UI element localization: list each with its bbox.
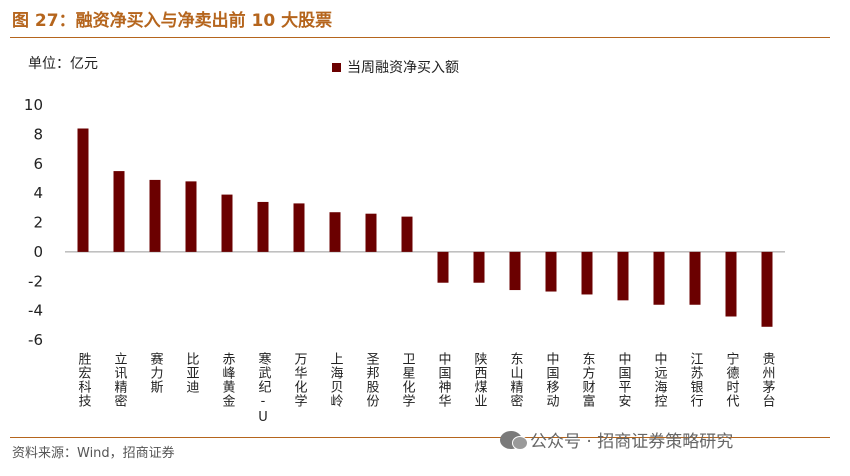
footer-rule — [10, 437, 830, 438]
y-tick-label: -6 — [28, 331, 43, 349]
bar — [185, 181, 197, 252]
bar — [77, 128, 89, 252]
unit-label: 单位：亿元 — [28, 56, 98, 72]
y-tick-label: 2 — [33, 214, 43, 232]
figure-title: 图 27：融资净买入与净卖出前 10 大股票 — [12, 11, 333, 31]
bar — [113, 171, 125, 252]
x-tick-label: 立讯精密 — [112, 352, 128, 408]
bar — [761, 251, 773, 327]
bar — [473, 251, 485, 283]
title-rule — [10, 37, 830, 38]
x-tick-label: 万华化学 — [292, 352, 308, 408]
y-tick-label: 4 — [33, 184, 43, 202]
bar — [689, 251, 701, 305]
y-tick-label: 6 — [33, 155, 43, 173]
y-tick-label: 10 — [24, 96, 43, 114]
x-tick-label: 比亚迪 — [184, 352, 200, 394]
source-note: 资料来源：Wind，招商证券 — [12, 446, 175, 461]
x-tick-label: 陕西煤业 — [472, 352, 488, 408]
bar — [653, 251, 665, 305]
x-tick-label: 寒武纪-U — [256, 351, 272, 426]
chart-legend: 当周融资净买入额 — [332, 57, 459, 77]
bar — [581, 251, 593, 295]
x-tick-label: 上海贝岭 — [328, 352, 344, 408]
bar — [401, 216, 413, 252]
x-tick-label: 东山精密 — [508, 352, 524, 408]
x-tick-label: 中远海控 — [652, 352, 668, 408]
y-tick-label: 0 — [33, 243, 43, 261]
bar — [257, 201, 269, 252]
y-tick-label: -2 — [28, 272, 43, 290]
legend-label: 当周融资净买入额 — [347, 60, 459, 76]
bar — [617, 251, 629, 301]
x-tick-label: 赛力斯 — [148, 351, 164, 394]
x-tick-label: 中国移动 — [544, 352, 560, 408]
x-tick-label: 中国神华 — [436, 352, 452, 408]
x-tick-label: 江苏银行 — [688, 352, 704, 408]
x-tick-label: 胜宏科技 — [76, 352, 92, 408]
x-tick-label: 宁德时代 — [724, 351, 740, 408]
x-tick-label: 贵州茅台 — [760, 352, 776, 408]
x-tick-label: 东方财富 — [580, 352, 596, 408]
bar — [293, 203, 305, 252]
watermark: 公众号 · 招商证券策略研究 — [500, 427, 733, 452]
legend-swatch — [332, 62, 341, 72]
bar — [149, 179, 161, 252]
wechat-icon — [500, 430, 528, 450]
bar — [545, 251, 557, 292]
x-tick-label: 中国平安 — [616, 352, 632, 408]
x-tick-label: 赤峰黄金 — [220, 352, 236, 408]
x-tick-label: 圣邦股份 — [364, 352, 380, 408]
bar — [437, 251, 449, 283]
y-tick-label: -4 — [28, 302, 43, 320]
watermark-text: 公众号 · 招商证券策略研究 — [530, 432, 734, 452]
bar — [329, 212, 341, 252]
x-tick-label: 卫星化学 — [400, 352, 416, 408]
bar — [509, 251, 521, 291]
bar — [365, 213, 377, 252]
bar — [221, 194, 233, 252]
bar — [725, 251, 737, 317]
y-tick-label: 8 — [33, 125, 43, 143]
